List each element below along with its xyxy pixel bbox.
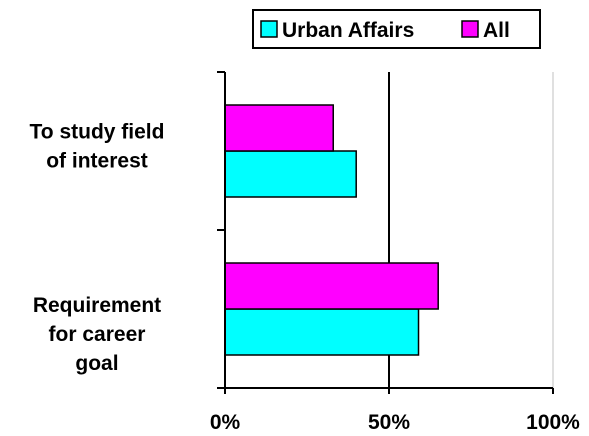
category-labels: To study field of interest Requirement for … [30,121,165,376]
bar-urban-affairs-1 [224,308,420,356]
category-label-line: Requirement [33,294,161,317]
category-label-line: of interest [46,150,148,173]
bars [224,104,439,356]
x-tick-labels: 0% 50% 100% [210,411,580,434]
axes [217,71,554,394]
legend-swatch-urban-affairs [260,20,278,38]
category-label-line: for career [49,323,146,346]
category-label-line: goal [75,352,118,375]
legend-box [252,9,541,49]
legend-swatch-all [461,20,479,38]
bar-all-0 [224,104,334,152]
bar-urban-affairs-0 [224,150,357,198]
legend-label-all: All [483,19,510,42]
x-tick-label-0: 0% [210,411,241,434]
x-tick-label-50: 50% [368,411,410,434]
category-label-line: To study field [30,121,165,144]
legend: Urban Affairs All [252,9,541,49]
category-label-1: Requirement for career goal [33,294,161,375]
category-label-0: To study field of interest [30,121,165,173]
legend-label-urban-affairs: Urban Affairs [282,19,414,42]
x-tick-label-100: 100% [526,411,580,434]
bar-all-1 [224,262,439,310]
